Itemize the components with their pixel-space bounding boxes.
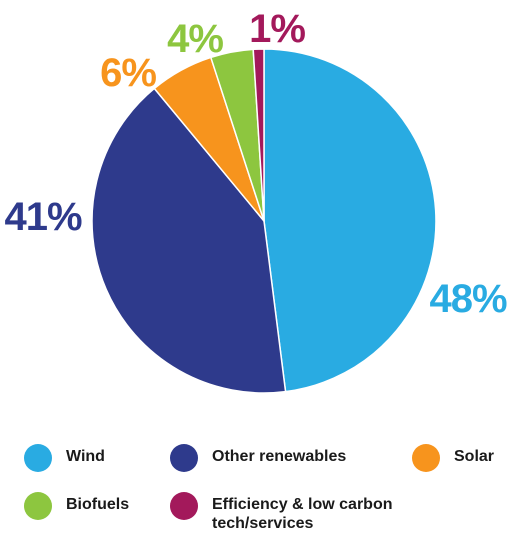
legend: Wind Other renewables Solar Biofuels Eff… (0, 430, 507, 535)
pie-slice-other-renewables (91, 87, 287, 394)
legend-label-solar: Solar (454, 448, 495, 465)
pie-slice-wind (263, 48, 437, 393)
legend-swatch-other-renewables (170, 444, 198, 472)
data-label-other-renewables: 41% (4, 195, 81, 239)
legend-label-wind: Wind (66, 448, 105, 465)
legend-item-solar: Solar (412, 444, 494, 472)
legend-label-other-renewables: Other renewables (212, 448, 347, 465)
legend-swatch-efficiency-low-carbon (170, 492, 198, 520)
pie-slice-efficiency-low-carbon-tech-services (252, 48, 265, 222)
legend-item-efficiency-low-carbon: Efficiency & low carbon tech/services (170, 492, 410, 533)
data-label-efficiency-low-carbon-tech-services: 1% (249, 7, 305, 51)
legend-item-biofuels: Biofuels (24, 492, 129, 520)
legend-label-efficiency-low-carbon: Efficiency & low carbon tech/services (212, 496, 393, 532)
data-label-wind: 48% (429, 277, 506, 321)
data-label-solar: 6% (100, 51, 156, 95)
legend-swatch-biofuels (24, 492, 52, 520)
legend-swatch-wind (24, 444, 52, 472)
pie-chart: 48% 41% 6%4% 1% (4, 7, 507, 394)
legend-item-other-renewables: Other renewables (170, 444, 346, 472)
legend-swatch-solar (412, 444, 440, 472)
legend-item-wind: Wind (24, 444, 105, 472)
data-label-biofuels: 4% (167, 17, 223, 61)
legend-label-biofuels: Biofuels (66, 496, 130, 513)
